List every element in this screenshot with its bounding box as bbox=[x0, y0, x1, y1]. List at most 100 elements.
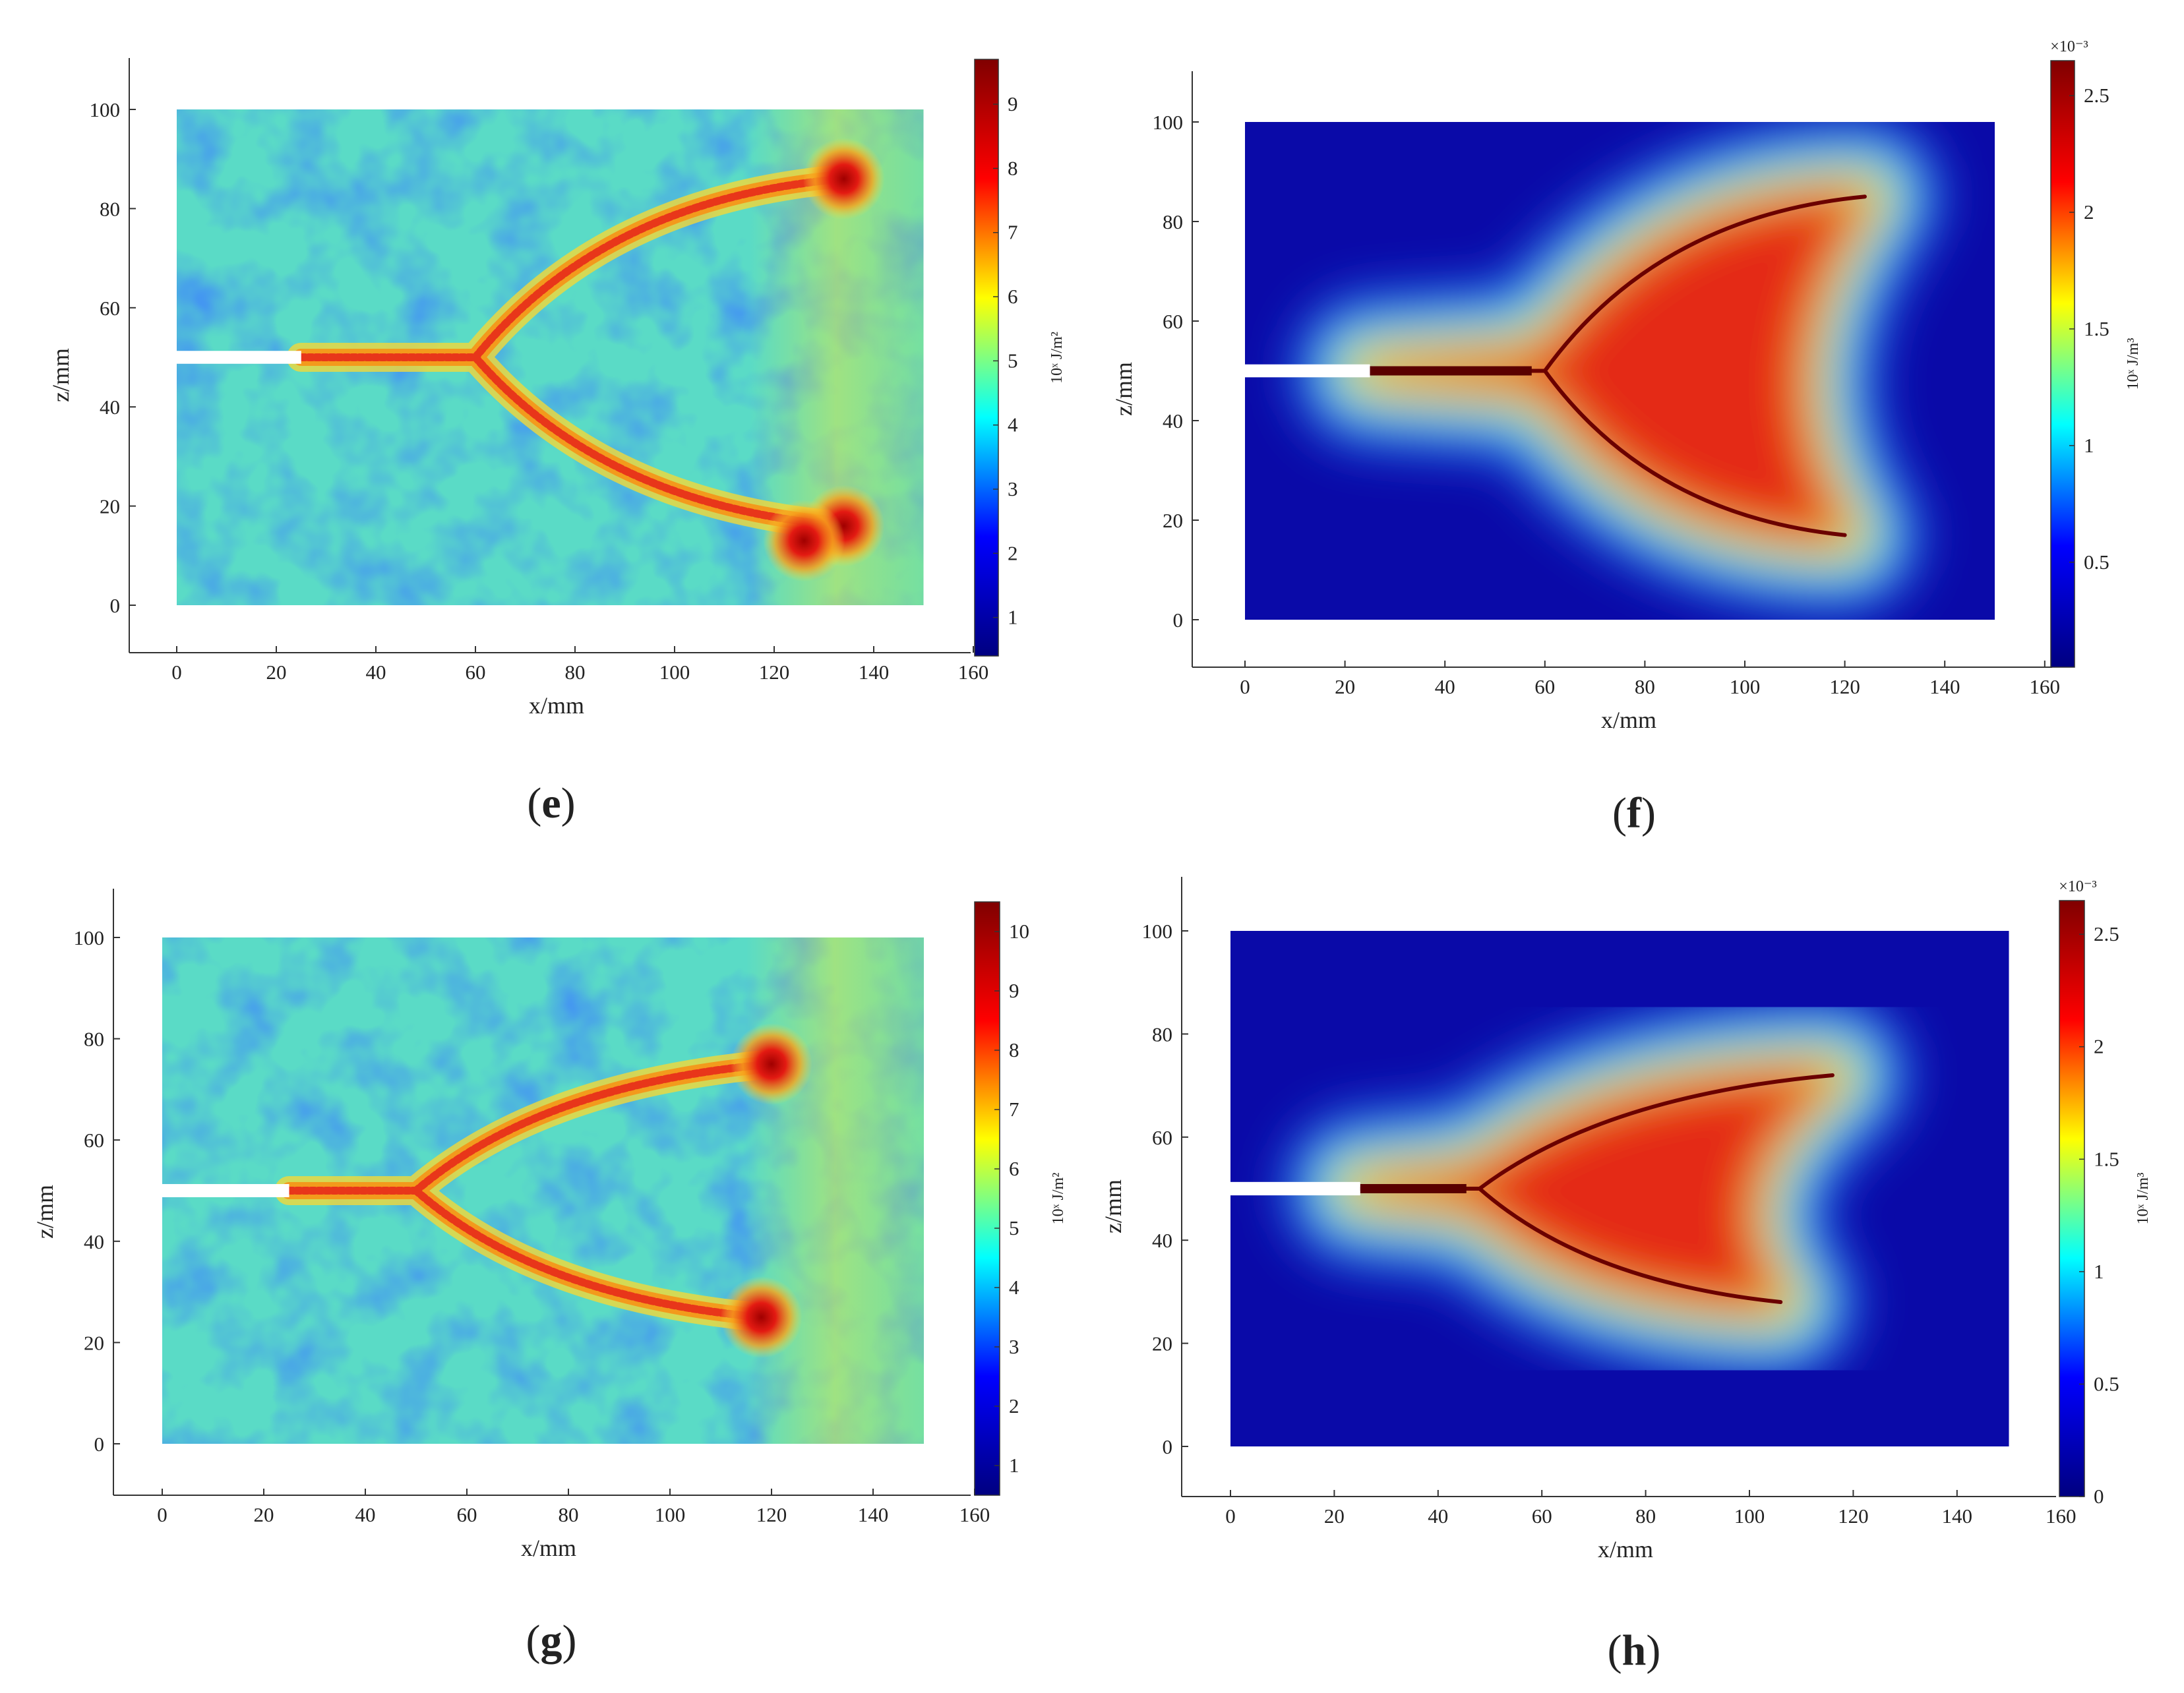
y-tick-label: 20 bbox=[1163, 509, 1183, 532]
colorbar-tick-label: 4 bbox=[1008, 413, 1018, 436]
crack-tip-hotspot bbox=[803, 138, 885, 220]
y-axis-label: z/mm bbox=[1100, 1179, 1126, 1233]
crack-core bbox=[285, 1060, 775, 1321]
colorbar-tick-label: 9 bbox=[1009, 979, 1019, 1002]
panel-letter: e bbox=[541, 779, 561, 827]
x-tick-label: 120 bbox=[1829, 675, 1860, 698]
y-tick-label: 80 bbox=[84, 1028, 104, 1051]
x-tick-label: 80 bbox=[565, 661, 586, 684]
energy-plume bbox=[1294, 122, 1941, 611]
x-tick-label: 60 bbox=[457, 1503, 477, 1526]
pre-crack-notch bbox=[160, 1184, 289, 1197]
panel-f: 0 20 40 60 80 100 120 140 160 0 20 40 60 80 100 x/mm z/m… bbox=[1110, 38, 2142, 837]
colorbar-tick-label: 7 bbox=[1008, 221, 1018, 244]
y-tick-label: 0 bbox=[94, 1433, 105, 1456]
colorbar-tick-label: 2 bbox=[1008, 541, 1018, 564]
y-tick-label: 60 bbox=[100, 297, 120, 320]
x-tick-label: 0 bbox=[157, 1503, 167, 1526]
colorbar-tick-label: 1.5 bbox=[2084, 317, 2109, 340]
y-tick-label: 20 bbox=[1152, 1332, 1172, 1355]
colorbar-tick-label: 5 bbox=[1008, 349, 1018, 372]
y-tick-label: 40 bbox=[84, 1230, 104, 1253]
x-tick-label: 20 bbox=[1324, 1504, 1345, 1528]
colorbar-tick-label: 2 bbox=[2094, 1035, 2104, 1058]
x-tick-label: 100 bbox=[1734, 1504, 1765, 1528]
colorbar bbox=[2050, 60, 2075, 668]
x-tick-label: 80 bbox=[1635, 675, 1655, 698]
y-tick-label: 60 bbox=[84, 1129, 104, 1152]
crack-tip-hotspot bbox=[731, 1023, 812, 1105]
x-tick-label: 140 bbox=[1929, 675, 1960, 698]
x-axis-label: x/mm bbox=[1601, 707, 1656, 733]
colorbar-tick-label: 5 bbox=[1009, 1216, 1019, 1239]
x-axis-label: x/mm bbox=[521, 1535, 576, 1561]
panel-caption: (f) bbox=[1612, 789, 1656, 837]
colorbar-tick-label: 1 bbox=[1008, 606, 1018, 629]
x-axis-label: x/mm bbox=[1598, 1536, 1653, 1562]
y-tick-label: 0 bbox=[1163, 1435, 1173, 1458]
x-tick-label: 120 bbox=[759, 661, 790, 684]
colorbar-tick-label: 1.5 bbox=[2094, 1147, 2119, 1170]
colorbar-tick-label: 4 bbox=[1009, 1276, 1019, 1299]
y-tick-label: 100 bbox=[74, 926, 105, 949]
y-tick-label: 100 bbox=[1142, 920, 1173, 943]
x-tick-label: 20 bbox=[266, 661, 287, 684]
colorbar-tick-label: 0.5 bbox=[2094, 1372, 2119, 1395]
crack-tip-hotspot bbox=[763, 500, 845, 582]
colorbar-tick-label: 7 bbox=[1009, 1098, 1019, 1121]
x-tick-label: 100 bbox=[659, 661, 690, 684]
colorbar-tick-label: 3 bbox=[1008, 477, 1018, 500]
colorbar-tick-label: 2 bbox=[1009, 1394, 1019, 1417]
x-tick-label: 40 bbox=[1428, 1504, 1448, 1528]
colorbar-tick-label: 8 bbox=[1008, 156, 1018, 179]
x-tick-label: 60 bbox=[1532, 1504, 1552, 1528]
panel-g: 0 20 40 60 80 100 120 140 160 0 20 40 60 80 100 x/mm z/m… bbox=[32, 889, 1067, 1665]
colorbar-tick-label: 3 bbox=[1009, 1335, 1019, 1358]
colorbar-label: 10ˣ J/m³ bbox=[2125, 338, 2142, 390]
y-axis-label: z/mm bbox=[47, 348, 74, 402]
colorbar-tick-label: 1 bbox=[2084, 434, 2094, 457]
colorbar-label: 10ˣ J/m² bbox=[1050, 1173, 1067, 1225]
x-tick-label: 120 bbox=[756, 1503, 787, 1526]
panel-caption: (h) bbox=[1608, 1626, 1661, 1675]
colorbar bbox=[974, 901, 1000, 1496]
colorbar-tick-label: 2.5 bbox=[2094, 922, 2119, 945]
y-tick-label: 80 bbox=[1163, 210, 1183, 233]
x-tick-label: 40 bbox=[355, 1503, 376, 1526]
y-tick-label: 40 bbox=[1152, 1229, 1172, 1252]
field-heatmap bbox=[1245, 122, 1995, 620]
x-tick-label: 20 bbox=[254, 1503, 274, 1526]
x-tick-label: 80 bbox=[559, 1503, 579, 1526]
panel-h: 0 20 40 60 80 100 120 140 160020406080100x/mmz/m… bbox=[1100, 877, 2152, 1675]
x-tick-label: 60 bbox=[466, 661, 486, 684]
colorbar-multiplier: ×10⁻³ bbox=[2050, 38, 2088, 55]
colorbar-tick-label: 1 bbox=[2094, 1260, 2104, 1283]
colorbar bbox=[2059, 900, 2085, 1497]
x-tick-label: 0 bbox=[171, 661, 182, 684]
x-tick-label: 120 bbox=[1838, 1504, 1869, 1528]
colorbar-tick-label: 9 bbox=[1008, 92, 1018, 115]
colorbar-tick-label: 2 bbox=[2084, 200, 2094, 223]
colorbar-tick-label: 0.5 bbox=[2084, 550, 2109, 574]
x-tick-label: 140 bbox=[858, 1503, 889, 1526]
x-tick-label: 80 bbox=[1635, 1504, 1656, 1528]
x-axis-label: x/mm bbox=[529, 692, 584, 719]
panel-caption: (g) bbox=[526, 1617, 577, 1665]
colorbar-tick-label: 0 bbox=[2094, 1485, 2104, 1508]
energy-plume bbox=[1284, 999, 1908, 1379]
edge-band bbox=[746, 937, 924, 1444]
colorbar-tick-label: 1 bbox=[1009, 1454, 1019, 1477]
x-tick-label: 160 bbox=[959, 1503, 990, 1526]
colorbar bbox=[974, 59, 999, 657]
panel-e: 0 20 40 60 80 100 120 140 160 0 20 40 60 80 100 x/mm z/m… bbox=[47, 58, 1066, 827]
y-tick-label: 100 bbox=[1153, 111, 1184, 134]
x-tick-label: 40 bbox=[1435, 675, 1455, 698]
y-axis-label: z/mm bbox=[1110, 362, 1137, 416]
y-tick-label: 40 bbox=[100, 396, 120, 419]
y-tick-label: 40 bbox=[1163, 409, 1183, 432]
crack-tip-hotspot bbox=[720, 1276, 803, 1358]
pre-crack-notch bbox=[1228, 1181, 1360, 1196]
panel-letter: f bbox=[1627, 789, 1642, 837]
y-tick-label: 0 bbox=[1173, 609, 1184, 632]
